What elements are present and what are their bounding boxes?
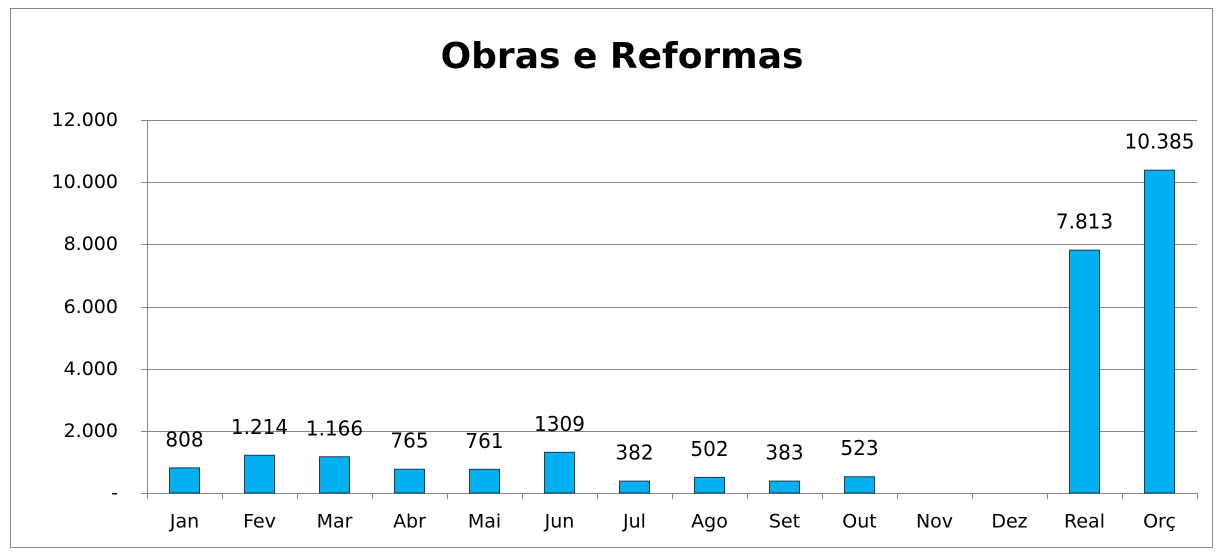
y-tick-label: 12.000: [52, 109, 118, 131]
data-label: 7.813: [1056, 210, 1113, 234]
x-tick-label: Nov: [916, 511, 953, 533]
x-tick-label: Dez: [991, 511, 1027, 533]
bar: [844, 476, 875, 494]
bar: [544, 451, 575, 494]
data-label: 1.214: [231, 415, 288, 439]
bar: [1069, 249, 1100, 494]
x-tick-label: Ago: [691, 511, 728, 533]
data-label: 10.385: [1125, 130, 1195, 154]
x-tick-label: Mar: [317, 511, 353, 533]
x-tick-label: Out: [842, 511, 876, 533]
x-tick-label: Orç: [1143, 511, 1176, 533]
chart-border: [10, 8, 1213, 548]
bar: [169, 467, 200, 494]
bar: [619, 480, 650, 494]
data-label: 1.166: [306, 416, 363, 440]
y-tick-label: -: [111, 482, 118, 504]
data-label: 1309: [534, 412, 585, 436]
x-tick-label: Jul: [622, 511, 646, 533]
y-tick-label: 8.000: [64, 233, 118, 255]
x-tick-label: Real: [1064, 511, 1105, 533]
data-label: 523: [840, 436, 878, 460]
y-tick-label: 10.000: [52, 171, 118, 193]
bar: [469, 468, 500, 494]
x-tick-label: Abr: [393, 511, 426, 533]
data-label: 808: [165, 427, 203, 451]
data-label: 382: [615, 441, 653, 465]
data-label: 383: [765, 441, 803, 465]
bar: [244, 454, 275, 494]
bar: [769, 480, 800, 494]
x-tick-label: Jun: [544, 511, 575, 533]
data-label: 502: [690, 437, 728, 461]
data-label: 765: [390, 429, 428, 453]
chart-title: Obras e Reformas: [441, 36, 804, 77]
y-tick-label: 4.000: [64, 358, 118, 380]
data-label: 761: [465, 429, 503, 453]
x-tick-label: Mai: [468, 511, 501, 533]
bar: [1144, 169, 1175, 494]
bar: [694, 476, 725, 494]
x-tick-label: Set: [769, 511, 800, 533]
x-tick-label: Fev: [243, 511, 276, 533]
x-tick-label: Jan: [169, 511, 199, 533]
bar: [319, 456, 350, 494]
bar: [394, 468, 425, 494]
y-tick-label: 6.000: [64, 296, 118, 318]
y-tick-label: 2.000: [64, 420, 118, 442]
